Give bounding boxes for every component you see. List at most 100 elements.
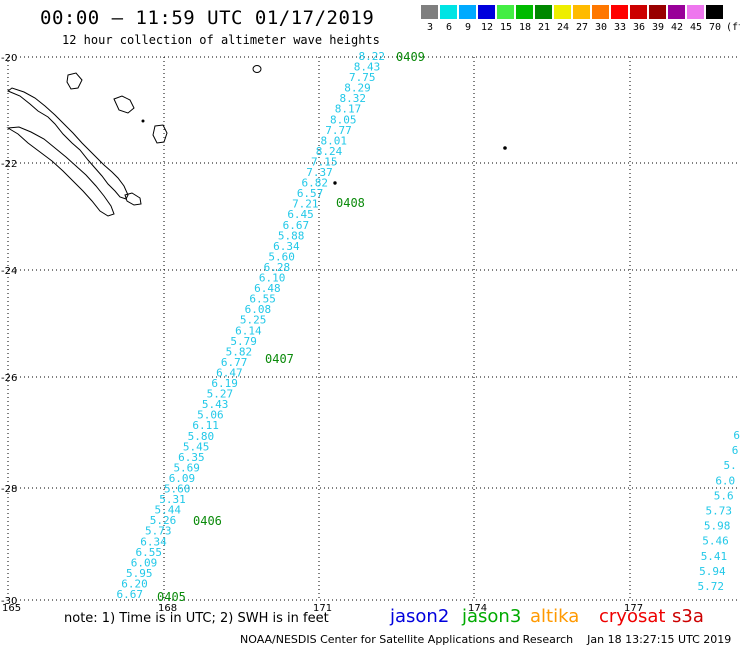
y-tick-label: -28 [1,484,17,495]
pass-time-label: 0405 [157,590,186,604]
satellite-track-main: 8.228.437.758.298.328.178.057.778.018.24… [117,50,386,601]
wave-height-value: 5.79 [230,335,257,348]
wave-height-value: 7.37 [306,166,333,179]
wave-height-value: 5. [724,459,737,472]
legend-label: 24 [556,22,570,33]
legend-label: 3 [426,22,434,33]
wave-height-value: 5.88 [278,229,305,242]
y-tick-label: -26 [1,373,17,384]
wave-height-value: 6.47 [216,366,243,379]
wave-height-value: 5.27 [207,388,234,401]
wave-height-value: 5.82 [226,345,253,358]
wave-height-value: 6.34 [273,240,300,253]
legend-swatch [706,5,723,19]
wave-height-value: 5.73 [706,505,733,518]
wave-height-value: 6.34 [140,535,167,548]
satellite-jason3: jason3 [462,606,522,627]
y-tick-label: -24 [1,266,17,277]
legend-label: 12 [480,22,494,33]
note-text: note: 1) Time is in UTC; 2) SWH is in fe… [64,611,329,626]
wave-height-value: 6.35 [178,451,205,464]
legend-swatch [687,5,704,19]
wave-height-value: 6.10 [259,272,286,285]
map-grid [7,56,740,601]
wave-height-value: 5.26 [150,514,177,527]
legend-swatch [516,5,533,19]
loyalty-island-2 [152,124,168,144]
wave-height-value: 5.80 [188,430,215,443]
pass-time-label: 0406 [193,514,222,528]
wave-height-value: 5.46 [702,535,729,548]
islet-3 [141,119,145,123]
x-tick-label: 174 [468,603,487,614]
legend-unit: (ft) [726,22,740,33]
wave-height-value: 5.72 [698,580,725,593]
legend-swatch [535,5,552,19]
wave-height-value: 5.44 [154,504,181,517]
wave-height-value: 6.55 [135,546,162,559]
satellite-jason2: jason2 [390,606,450,627]
islet [503,146,507,150]
wave-height-value: 6.28 [264,261,291,274]
wave-height-value: 6.48 [254,282,281,295]
wave-height-value: 6.11 [192,419,219,432]
legend-label: 39 [651,22,665,33]
satellite-cryosat: cryosat [599,606,666,627]
wave-height-value: 6.77 [221,356,248,369]
wave-height-value: 6.57 [297,187,324,200]
legend-label: 30 [594,22,608,33]
x-tick-label: 177 [624,603,643,614]
wave-height-value: 5.6 [714,489,734,502]
legend-swatch [421,5,438,19]
legend-swatch [459,5,476,19]
legend-swatch [668,5,685,19]
wave-height-value: 6.19 [211,377,238,390]
legend-swatch [554,5,571,19]
wave-height-value: 6.67 [117,588,144,601]
new-caledonia-inner [6,126,115,217]
wave-height-value: 5.45 [183,440,210,453]
wave-height-value: 6.55 [249,293,276,306]
x-tick-label: 171 [313,603,332,614]
pass-time-labels: 0409 0408 0407 0406 0405 [157,50,425,604]
y-tick-label: -20 [1,53,17,64]
legend-swatch [478,5,495,19]
legend-swatch [630,5,647,19]
new-caledonia-coast [7,87,129,200]
wave-height-value: 6.14 [235,324,262,337]
legend-label: 21 [537,22,551,33]
legend-label: 45 [689,22,703,33]
wave-height-value: 6 [732,444,739,457]
wave-height-value: 5.60 [268,250,295,263]
wave-height-value: 8.01 [321,134,348,147]
wave-height-value: 8.05 [330,113,357,126]
pass-time-label: 0407 [265,352,294,366]
wave-height-value: 6.20 [121,577,148,590]
satellite-track-east: 6 6 5. 6.0 5.6 5.73 5.98 5.46 5.41 5.94 5.72 [698,429,740,593]
legend-label: 27 [575,22,589,33]
wave-height-value: 5.06 [197,409,224,422]
wave-height-value: 6.45 [287,208,314,221]
map-title: 00:00 – 11:59 UTC 01/17/2019 [40,7,375,29]
wave-height-value: 6.09 [169,472,196,485]
footer-credit: NOAA/NESDIS Center for Satellite Applica… [240,633,732,646]
satellite-altika: altika [530,606,580,627]
legend-label: 70 [708,22,722,33]
small-island [252,65,262,73]
loyalty-island-3 [66,72,83,90]
coastline [6,65,507,217]
wave-height-value: 6.67 [283,219,310,232]
legend-swatch [440,5,457,19]
legend-label: 18 [518,22,532,33]
loyalty-island-1 [113,95,135,114]
wave-height-value: 8.32 [340,92,367,105]
wave-height-value: 5.41 [701,550,728,563]
legend-swatch [497,5,514,19]
wave-height-value: 7.15 [311,155,338,168]
legend-label: 9 [464,22,472,33]
wave-height-value: 8.24 [316,145,343,158]
pass-time-label: 0408 [336,196,365,210]
